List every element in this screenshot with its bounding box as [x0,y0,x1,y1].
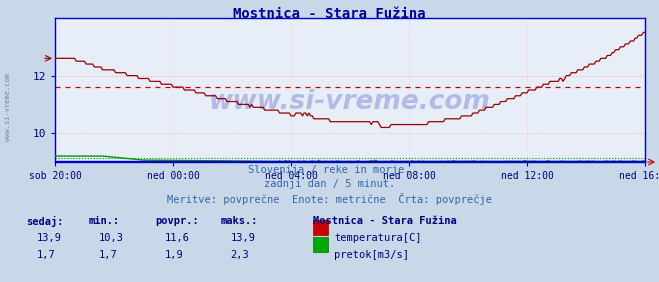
Text: 10,3: 10,3 [99,233,124,243]
Text: Mostnica - Stara Fužina: Mostnica - Stara Fužina [233,7,426,21]
Text: Slovenija / reke in morje.: Slovenija / reke in morje. [248,165,411,175]
Text: povpr.:: povpr.: [155,216,198,226]
Text: Mostnica - Stara Fužina: Mostnica - Stara Fužina [313,216,457,226]
Text: 13,9: 13,9 [231,233,256,243]
Text: 2,3: 2,3 [231,250,249,259]
Text: www.si-vreme.com: www.si-vreme.com [209,89,491,114]
Text: pretok[m3/s]: pretok[m3/s] [334,250,409,259]
Text: zadnji dan / 5 minut.: zadnji dan / 5 minut. [264,179,395,189]
Text: min.:: min.: [89,216,120,226]
Text: sedaj:: sedaj: [26,216,64,227]
Text: 1,9: 1,9 [165,250,183,259]
Text: maks.:: maks.: [221,216,258,226]
Text: 13,9: 13,9 [36,233,61,243]
Text: temperatura[C]: temperatura[C] [334,233,422,243]
Text: www.si-vreme.com: www.si-vreme.com [5,73,11,141]
Text: 11,6: 11,6 [165,233,190,243]
Text: Meritve: povprečne  Enote: metrične  Črta: povprečje: Meritve: povprečne Enote: metrične Črta:… [167,193,492,205]
Text: 1,7: 1,7 [36,250,55,259]
Text: 1,7: 1,7 [99,250,117,259]
